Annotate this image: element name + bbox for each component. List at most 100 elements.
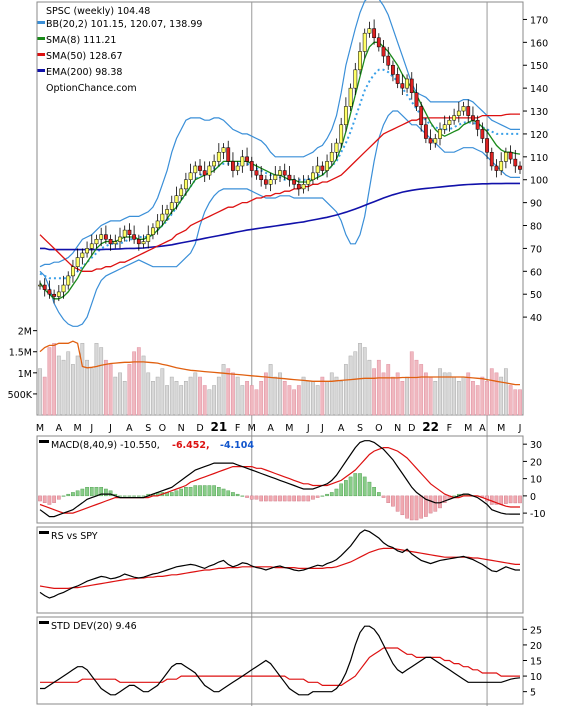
candle-body — [38, 284, 42, 287]
legend-swatch-bb — [37, 21, 45, 24]
macd-histogram-bar — [85, 487, 89, 497]
macd-histogram-bar — [395, 495, 400, 512]
candle-body — [456, 110, 461, 116]
std-label: STD DEV(20) 9.46 — [51, 621, 137, 632]
volume-bar — [226, 368, 231, 416]
x-axis-label: D — [196, 423, 203, 434]
volume-bar — [160, 368, 165, 416]
macd-histogram-bar — [518, 495, 522, 504]
candle-body — [165, 209, 169, 215]
price-tick-label: 170 — [530, 15, 548, 26]
candle-body — [207, 165, 212, 176]
candle-body — [466, 106, 471, 116]
volume-bar — [442, 372, 447, 416]
candle-body — [273, 174, 278, 180]
volume-bar — [499, 376, 504, 416]
candle-body — [485, 138, 489, 153]
macd-histogram-bar — [405, 495, 409, 519]
legend-ema200: EMA(200) 98.38 — [46, 67, 122, 78]
candle-body — [343, 106, 348, 126]
candle-body — [89, 243, 94, 249]
macd-histogram-bar — [193, 485, 198, 497]
volume-bar — [165, 385, 169, 416]
candle-body — [301, 184, 306, 190]
volume-bar — [155, 376, 160, 416]
macd-histogram-bar — [80, 488, 85, 497]
macd-histogram-bar — [504, 495, 508, 504]
macd-histogram-bar — [428, 495, 433, 514]
volume-bar — [198, 376, 202, 416]
volume-bar — [103, 359, 108, 416]
macd-panel-frame — [36, 435, 524, 524]
macd-histogram-bar — [367, 481, 372, 497]
macd-histogram-bar — [231, 492, 235, 497]
macd-histogram-bar — [376, 492, 381, 497]
watermark: OptionChance.com — [46, 83, 137, 94]
candle-body — [471, 115, 475, 121]
macd-histogram-bar — [386, 495, 391, 503]
volume-bar — [315, 385, 320, 416]
candle-body — [442, 124, 447, 130]
macd-label: MACD(8,40,9) -10.550, — [51, 440, 160, 451]
macd-histogram-bar — [315, 495, 320, 498]
candle-body — [75, 257, 80, 267]
volume-bar — [334, 376, 339, 416]
macd-histogram-bar — [494, 495, 499, 505]
macd-tick-label: -10 — [530, 509, 546, 520]
macd-histogram-bar — [259, 495, 264, 502]
candle-body — [240, 156, 245, 167]
volume-bar — [381, 372, 386, 416]
candle-body — [480, 129, 485, 139]
volume-bar — [362, 347, 367, 416]
candle-body — [494, 165, 499, 171]
volume-bar — [409, 351, 414, 416]
candle-body — [155, 220, 160, 229]
volume-bar — [56, 355, 61, 416]
bollinger-upper-line — [39, 0, 520, 268]
volume-bar — [207, 389, 212, 416]
candle-body — [452, 115, 457, 121]
candle-body — [419, 106, 424, 126]
macd-tick-label: 30 — [530, 440, 542, 451]
macd-histogram-bar — [424, 495, 428, 517]
macd-histogram-bar — [52, 495, 56, 503]
macd-histogram-bar — [419, 495, 424, 519]
macd-histogram-bar — [320, 495, 325, 497]
candle-body — [438, 129, 442, 139]
volume-bar — [456, 381, 461, 416]
candle-body — [503, 151, 508, 162]
candle-body — [42, 284, 47, 290]
macd-histogram-bar — [47, 495, 52, 505]
candle-body — [315, 165, 320, 174]
candle-body — [414, 92, 419, 107]
price-tick-label: 100 — [530, 176, 548, 187]
volume-bar — [311, 381, 315, 416]
volume-bar — [221, 364, 226, 416]
x-axis-label: S — [357, 423, 363, 434]
candle-body — [362, 32, 367, 52]
volume-bar — [471, 381, 475, 416]
volume-bar — [212, 385, 217, 416]
candle-body — [508, 151, 513, 160]
macd-histogram-bar — [89, 487, 94, 497]
candle-body — [358, 51, 362, 71]
legend-sma50: SMA(50) 128.67 — [46, 51, 123, 62]
legend-swatch-sma8 — [37, 37, 45, 40]
macd-histogram-bar — [329, 492, 334, 497]
volume-bar — [127, 364, 132, 416]
candle-body — [423, 124, 428, 139]
candle-body — [409, 78, 414, 93]
candle-body — [113, 241, 118, 245]
macd-histogram-bar — [221, 488, 226, 497]
volume-bar — [513, 389, 518, 416]
candle-body — [311, 172, 315, 180]
volume-bar — [94, 343, 99, 416]
volume-bar — [438, 368, 442, 416]
candle-body — [226, 147, 231, 162]
volume-bar — [268, 364, 273, 416]
candle-body — [94, 239, 99, 245]
plot-root: 405060708090100110120130140150160170500K… — [8, 0, 548, 706]
volume-bar — [414, 359, 419, 416]
candle-body — [334, 142, 339, 153]
candle-body — [235, 165, 240, 171]
